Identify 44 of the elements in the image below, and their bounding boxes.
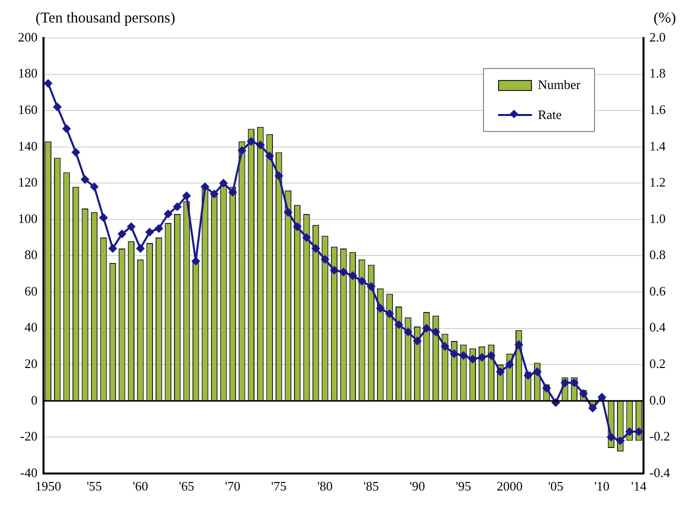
x-tick-label: '10 xyxy=(594,478,610,494)
y2-axis-title: (%) xyxy=(654,10,676,26)
x-tick-label: '55 xyxy=(86,478,102,494)
x-tick-label: '14 xyxy=(631,478,647,494)
x-tick-label: '75 xyxy=(271,478,287,494)
x-tick-label: '60 xyxy=(132,478,148,494)
y-tick-label: 60 xyxy=(24,283,38,298)
y2-tick-label: 1.0 xyxy=(649,210,666,226)
x-tick-label: '90 xyxy=(410,478,425,494)
x-tick-label: '95 xyxy=(456,478,472,494)
y2-tick-label: 0.0 xyxy=(649,392,666,408)
x-tick-label: 1950 xyxy=(35,478,62,494)
y-tick-label: 20 xyxy=(24,356,38,371)
y2-tick-label: 0.4 xyxy=(649,320,666,335)
y-tick-label: 40 xyxy=(24,320,38,335)
y-tick-label: -20 xyxy=(20,428,38,444)
y2-tick-label: 0.2 xyxy=(649,356,666,371)
y2-tick-label: 0.8 xyxy=(649,247,666,262)
y-tick-label: -40 xyxy=(20,464,38,480)
y-tick-label: 160 xyxy=(18,102,38,117)
y2-tick-label: -0.2 xyxy=(649,428,670,444)
x-tick-label: '80 xyxy=(317,478,333,494)
x-tick-label: '65 xyxy=(178,478,194,494)
y-tick-label: 80 xyxy=(24,247,38,262)
y-tick-label: 200 xyxy=(18,29,38,44)
y2-tick-label: 1.8 xyxy=(649,66,666,81)
y-axis-title: (Ten thousand persons) xyxy=(36,10,176,26)
x-tick-label: '05 xyxy=(548,478,564,494)
x-tick-label: '70 xyxy=(225,478,240,494)
legend-label: Rate xyxy=(538,107,562,123)
y-tick-label: 0 xyxy=(31,392,38,408)
y2-tick-label: -0.4 xyxy=(649,464,670,480)
y-tick-label: 100 xyxy=(18,210,38,226)
y2-tick-label: 1.4 xyxy=(649,138,666,154)
y-tick-label: 180 xyxy=(18,66,38,81)
y2-tick-label: 2.0 xyxy=(649,29,666,44)
x-tick-label: '85 xyxy=(363,478,379,494)
legend-label: Number xyxy=(538,77,580,93)
y2-tick-label: 1.2 xyxy=(649,174,666,190)
y-tick-label: 140 xyxy=(18,138,38,154)
y-tick-label: 120 xyxy=(18,174,38,190)
y2-tick-label: 1.6 xyxy=(649,102,666,117)
y2-tick-label: 0.6 xyxy=(649,283,666,298)
x-tick-label: 2000 xyxy=(496,478,523,494)
